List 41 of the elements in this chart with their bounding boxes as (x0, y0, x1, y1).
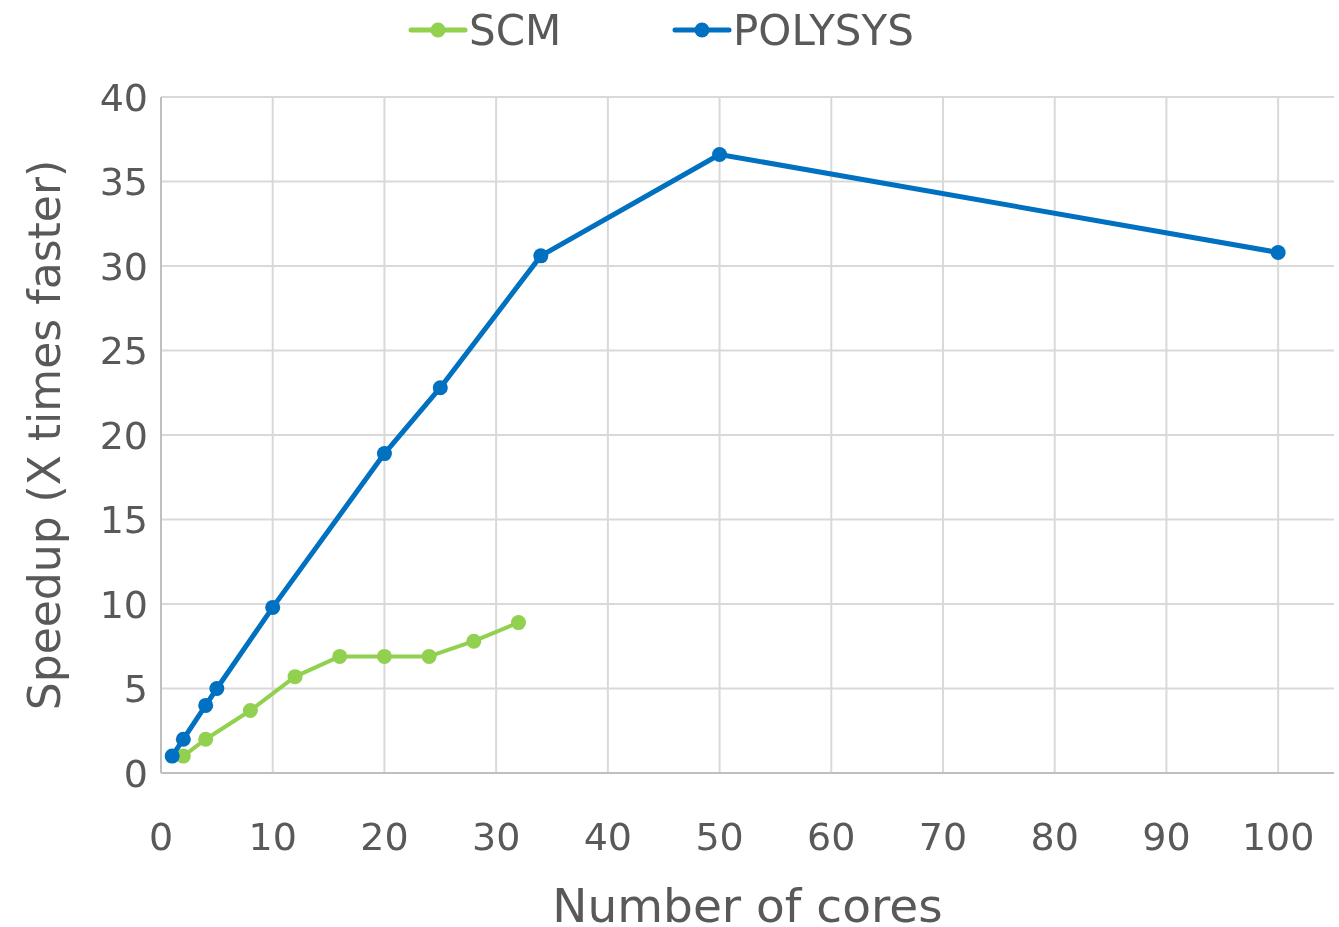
point (242, 702, 258, 718)
point (376, 648, 392, 664)
x-tick-label: 60 (807, 815, 856, 859)
x-tick-label: 80 (1030, 815, 1079, 859)
point (164, 748, 180, 764)
x-tick-label: 50 (695, 815, 744, 859)
legend-label: SCM (469, 6, 562, 56)
point (533, 248, 549, 264)
x-tick-label: 10 (248, 815, 297, 859)
x-axis-title: Number of cores (552, 878, 943, 927)
y-tick-label: 25 (99, 329, 148, 374)
point (432, 380, 448, 396)
y-tick-label: 40 (99, 75, 148, 120)
x-tick-label: 70 (918, 815, 968, 859)
point (376, 446, 392, 462)
point (1270, 244, 1286, 260)
y-tick-label: 20 (99, 413, 148, 458)
x-tick-label: 90 (1142, 815, 1191, 859)
point (332, 648, 348, 664)
point (265, 599, 281, 615)
point (712, 146, 728, 162)
y-tick-label: 5 (123, 667, 148, 712)
y-axis-title: Speedup (X times faster) (19, 159, 70, 711)
point (421, 648, 437, 664)
y-tick-label: 10 (99, 582, 148, 627)
x-tick-label: 30 (471, 815, 521, 859)
x-tick-label: 100 (1241, 815, 1315, 859)
point (175, 731, 191, 747)
point (510, 615, 526, 631)
y-tick-label: 0 (123, 751, 148, 796)
legend-label: POLYSYS (733, 6, 914, 56)
point (466, 633, 482, 649)
y-tick-label: 30 (99, 244, 148, 289)
point (198, 697, 214, 713)
point (209, 681, 225, 696)
x-tick-label: 40 (583, 815, 633, 859)
y-tick-label: 35 (99, 160, 148, 205)
point (287, 669, 303, 685)
point (198, 731, 214, 747)
y-tick-label: 15 (99, 498, 148, 543)
x-tick-label: 20 (360, 815, 409, 859)
